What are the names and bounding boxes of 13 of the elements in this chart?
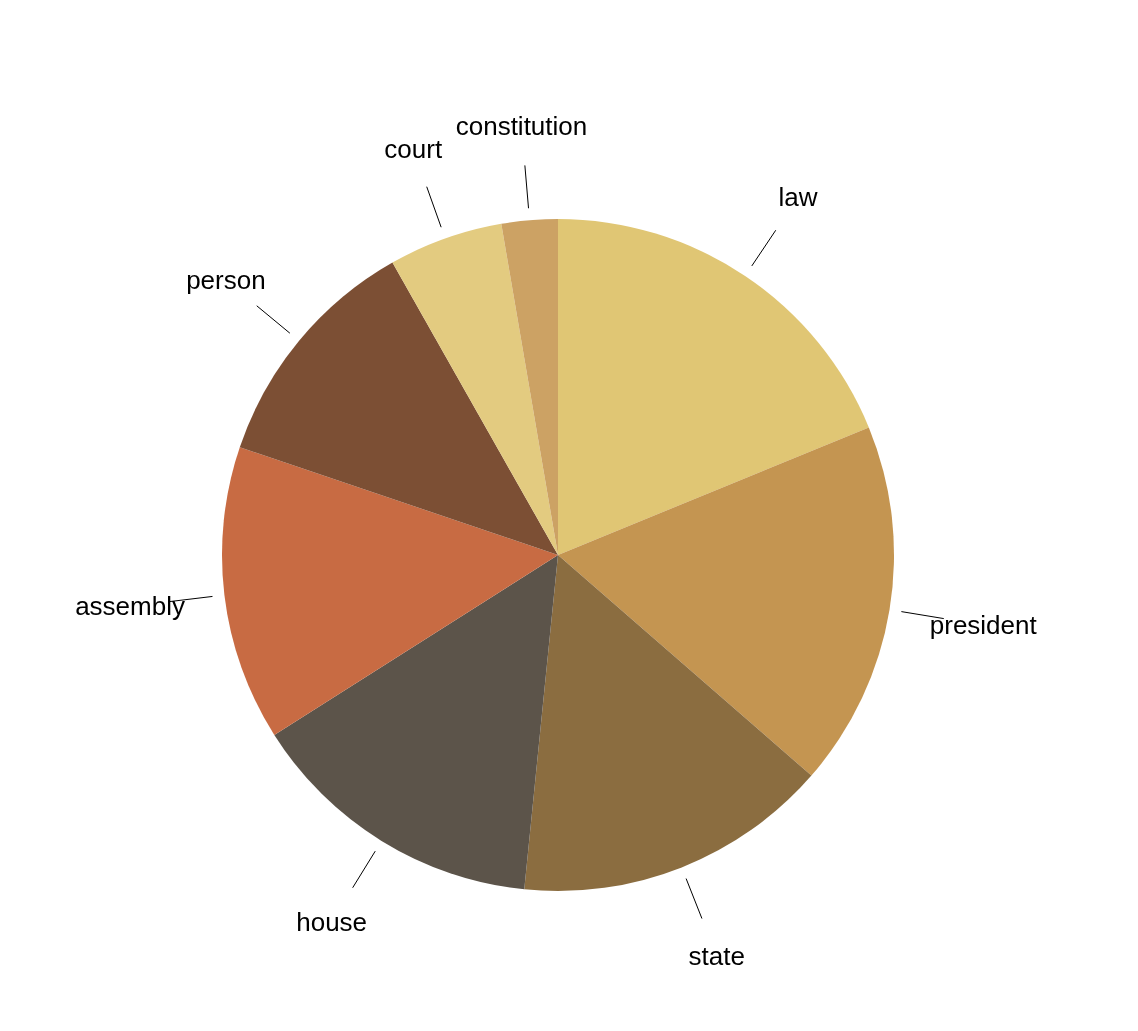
pie-slice [222,447,558,736]
pie-slice [274,555,558,890]
slice-label: state [688,940,745,971]
slice-label: president [929,610,1038,641]
slice-label: assembly [75,591,185,622]
slice-label: court [384,134,443,165]
pie-slice [501,219,558,555]
slice-label: law [778,182,818,213]
pie-slice [524,555,812,891]
pie-slice [558,427,894,776]
slice-label: constitution [455,110,588,141]
slice-label: person [186,265,266,296]
slice-label: house [296,906,368,937]
